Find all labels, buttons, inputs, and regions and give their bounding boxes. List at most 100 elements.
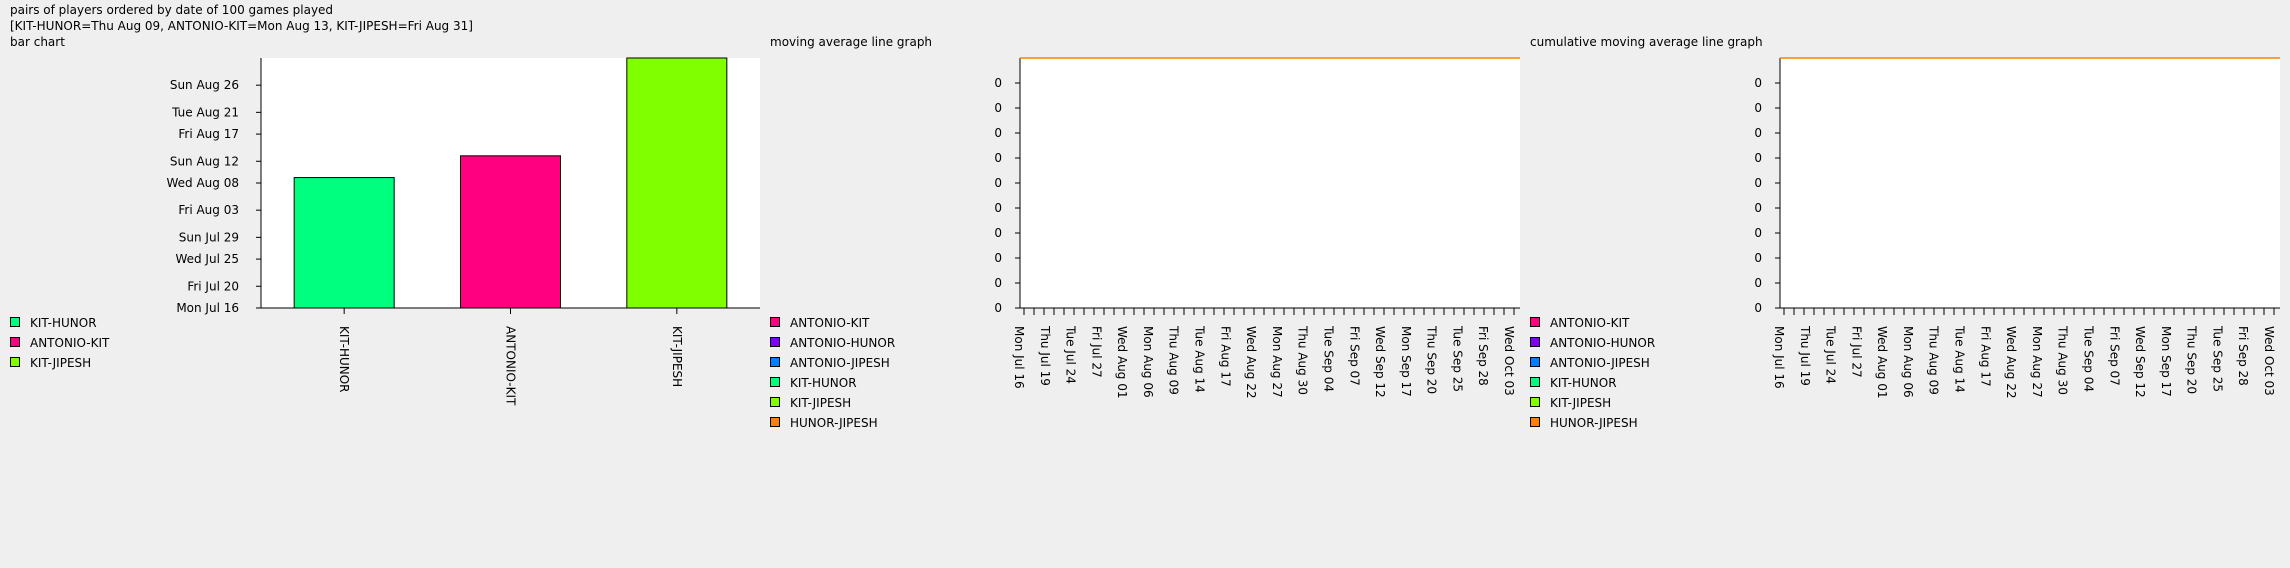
legend-swatch (770, 417, 780, 427)
legend-swatch (1530, 317, 1540, 327)
legend-label: KIT-HUNOR (790, 376, 857, 390)
moving-average-chart-title: moving average line graph (770, 35, 933, 49)
y-tick-label: 0 (1754, 276, 1762, 290)
x-tick-label: Mon Sep 17 (2159, 326, 2173, 397)
y-tick-label: Sun Jul 29 (179, 230, 239, 244)
x-tick-label: KIT-HUNOR (337, 326, 351, 393)
y-tick-label: 0 (1754, 301, 1762, 315)
legend-swatch (770, 317, 780, 327)
legend-label: ANTONIO-JIPESH (1550, 356, 1650, 370)
x-tick-label: Wed Oct 03 (2262, 326, 2276, 396)
y-tick-label: Wed Jul 25 (175, 252, 239, 266)
legend-swatch (1530, 377, 1540, 387)
x-tick-label: Tue Jul 24 (1824, 325, 1838, 384)
x-tick-label: Wed Sep 12 (1373, 326, 1387, 398)
x-tick-label: Mon Aug 06 (1141, 326, 1155, 398)
bar (460, 155, 561, 309)
legend-label: ANTONIO-KIT (1550, 316, 1630, 330)
x-tick-label: Tue Sep 25 (1450, 325, 1464, 392)
legend-label: HUNOR-JIPESH (1550, 416, 1638, 430)
x-tick-label: Fri Jul 27 (1849, 326, 1863, 378)
legend-label: KIT-HUNOR (1550, 376, 1617, 390)
x-tick-label: KIT-JIPESH (670, 326, 684, 387)
y-tick-label: 0 (1754, 101, 1762, 115)
x-tick-label: Tue Sep 04 (2081, 325, 2095, 392)
y-tick-label: 0 (1754, 76, 1762, 90)
y-tick-label: 0 (994, 276, 1002, 290)
x-tick-label: Fri Sep 28 (2236, 326, 2250, 386)
y-tick-label: 0 (994, 201, 1002, 215)
legend-swatch (1530, 337, 1540, 347)
y-tick-label: Wed Aug 08 (167, 176, 240, 190)
legend-label: ANTONIO-HUNOR (790, 336, 896, 350)
x-tick-label: Tue Sep 04 (1321, 325, 1335, 392)
y-tick-label: 0 (994, 76, 1002, 90)
x-tick-label: Fri Jul 27 (1089, 326, 1103, 378)
bar (293, 177, 395, 309)
x-tick-label: Thu Sep 20 (1425, 325, 1439, 394)
x-tick-label: Wed Sep 12 (2133, 326, 2147, 398)
bar-chart: Mon Jul 16 Fri Jul 20 Wed Jul 25 Sun Jul 29… (167, 57, 760, 406)
y-tick-label: 0 (1754, 251, 1762, 265)
legend-swatch (10, 357, 20, 367)
y-tick-label: 0 (1754, 226, 1762, 240)
y-tick-label: 0 (1754, 126, 1762, 140)
y-tick-label: Fri Jul 20 (187, 279, 239, 293)
x-tick-label: Thu Aug 30 (2056, 325, 2070, 395)
x-tick-label: Fri Sep 28 (1476, 326, 1490, 386)
legend-label: HUNOR-JIPESH (790, 416, 878, 430)
legend-label: KIT-JIPESH (1550, 396, 1612, 410)
x-tick-label: Fri Aug 17 (1978, 326, 1992, 387)
x-tick-label: Thu Aug 09 (1927, 325, 1941, 395)
y-tick-label: Mon Jul 16 (176, 301, 239, 315)
legend-label: KIT-JIPESH (30, 356, 92, 370)
legend-swatch (1530, 357, 1540, 367)
plot-area (1780, 58, 2280, 308)
legend-swatch (10, 317, 20, 327)
x-tick-label: Mon Jul 16 (1772, 326, 1786, 389)
y-tick-label: 0 (994, 301, 1002, 315)
legend-swatch (770, 337, 780, 347)
x-tick-label: Wed Aug 22 (2004, 326, 2018, 399)
legend-label: ANTONIO-HUNOR (1550, 336, 1656, 350)
legend-swatch (770, 357, 780, 367)
y-tick-label: Tue Aug 21 (171, 105, 239, 119)
x-tick-label: Mon Jul 16 (1012, 326, 1026, 389)
y-tick-label: Fri Aug 17 (178, 127, 239, 141)
header-line-2: [KIT-HUNOR=Thu Aug 09, ANTONIO-KIT=Mon A… (10, 19, 473, 33)
plot-area (1020, 58, 1520, 308)
y-tick-label: 0 (994, 251, 1002, 265)
x-tick-label: Fri Aug 17 (1218, 326, 1232, 387)
x-tick-label: Thu Jul 19 (1798, 325, 1812, 386)
y-tick-label: 0 (994, 226, 1002, 240)
legend-swatch (1530, 417, 1540, 427)
x-tick-label: Fri Sep 07 (1347, 326, 1361, 386)
bar-chart-title: bar chart (10, 35, 65, 49)
y-tick-label: 0 (1754, 151, 1762, 165)
y-tick-label: 0 (994, 151, 1002, 165)
legend-swatch (770, 397, 780, 407)
x-tick-label: Thu Jul 19 (1038, 325, 1052, 386)
x-tick-label: Tue Sep 25 (2210, 325, 2224, 392)
y-tick-label: 0 (994, 101, 1002, 115)
y-tick-label: 0 (994, 126, 1002, 140)
x-tick-label: Tue Jul 24 (1064, 325, 1078, 384)
x-tick-label: Thu Aug 09 (1167, 325, 1181, 395)
x-tick-label: Mon Aug 27 (1270, 326, 1284, 398)
x-tick-label: Tue Aug 14 (1953, 325, 1967, 393)
x-tick-label: Thu Sep 20 (2185, 325, 2199, 394)
x-tick-label: Tue Aug 14 (1193, 325, 1207, 393)
cumulative-moving-average-chart-title: cumulative moving average line graph (1530, 35, 1763, 49)
legend-swatch (1530, 397, 1540, 407)
x-tick-label: Wed Aug 01 (1115, 326, 1129, 399)
legend-swatch (770, 377, 780, 387)
x-tick-label: Mon Sep 17 (1399, 326, 1413, 397)
x-tick-label: Thu Aug 30 (1296, 325, 1310, 395)
y-tick-label: 0 (994, 176, 1002, 190)
legend-label: ANTONIO-KIT (30, 336, 110, 350)
bar (626, 57, 728, 309)
x-tick-label: ANTONIO-KIT (504, 326, 518, 406)
legend-label: KIT-JIPESH (790, 396, 852, 410)
